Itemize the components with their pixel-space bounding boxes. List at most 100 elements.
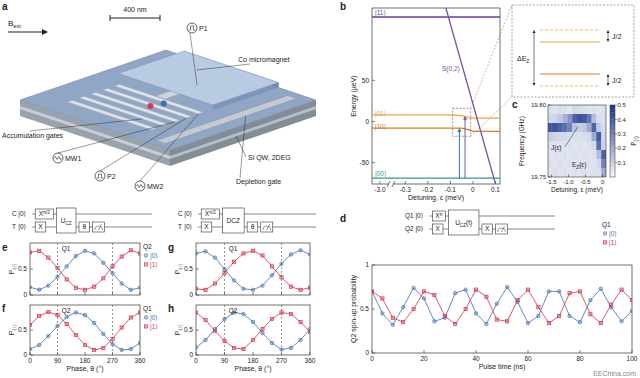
ket-label: |0⟩ [184, 210, 192, 218]
data-point [526, 288, 529, 291]
data-point [37, 288, 40, 291]
data-point [223, 339, 226, 342]
zoom-box [512, 5, 634, 97]
gate [79, 222, 90, 232]
heatmap-cell [601, 123, 606, 132]
quantum-dot [147, 103, 153, 109]
heatmap-cell [563, 159, 568, 168]
colorbar-segment [610, 148, 615, 152]
leader-line [140, 114, 198, 181]
ket-label: |0⟩ [415, 212, 423, 220]
heatmap-cell [553, 114, 558, 123]
axis-break [392, 181, 395, 187]
heatmap-cell [592, 168, 597, 177]
heatmap-cell [582, 123, 587, 132]
x-tick [528, 350, 529, 353]
y-axis-label: Q2 spin-up probability [350, 274, 358, 343]
y-tick [30, 269, 33, 270]
arrow-head [533, 30, 536, 33]
heatmap-cell [601, 114, 606, 123]
arrow-head [457, 128, 461, 132]
data-point [261, 327, 264, 330]
heatmap-cell [567, 105, 572, 114]
scale-bar-end [160, 15, 161, 21]
heatmap-cell [587, 132, 592, 141]
data-point [516, 299, 519, 302]
qubit-label: Q2 [405, 225, 414, 233]
heatmap-cell [558, 150, 563, 159]
data-point [372, 290, 374, 293]
data-point [474, 288, 477, 291]
colorbar-segment [610, 173, 615, 177]
x-tick [632, 350, 633, 353]
data-point [630, 309, 632, 312]
legend-title: Q1 [143, 305, 152, 313]
figure: abcdefghBext400 nmP1Co micromagnetAccumu… [0, 0, 640, 378]
two-qubit-gate [222, 208, 244, 233]
legend-marker [144, 316, 147, 319]
heatmap-cell [596, 141, 601, 150]
heatmap-cell [553, 132, 558, 141]
y-tick [196, 269, 199, 270]
plot-frame [30, 243, 140, 295]
legend-label: |1⟩ [609, 239, 617, 247]
level-label: |00⟩ [375, 170, 386, 178]
heatmap-cell [601, 168, 606, 177]
heatmap-cell [596, 123, 601, 132]
data-point [83, 288, 86, 291]
x-tick [580, 350, 581, 353]
data-point [56, 275, 59, 278]
qubit-label: T [178, 223, 182, 230]
y-axis-label: P(↑) [8, 324, 17, 335]
heatmap-cell [582, 168, 587, 177]
data-point [610, 303, 613, 306]
x-tick-label: 100 [627, 355, 638, 362]
level-label: |01⟩ [375, 110, 386, 118]
plot-area [196, 243, 310, 295]
text-part: (t) [466, 219, 472, 227]
data-point [83, 249, 86, 252]
data-point [251, 249, 254, 252]
heatmap-cell [587, 159, 592, 168]
x-tick-label: 0 [601, 179, 605, 185]
y-tick [372, 309, 375, 310]
plot-frame [372, 265, 632, 353]
subscript: CZ [66, 221, 72, 226]
text-part: (ε) [579, 161, 586, 169]
y-tick [548, 177, 551, 178]
heatmap-cell [572, 141, 577, 150]
data-point [630, 299, 632, 302]
legend-marker [603, 241, 606, 244]
x-tick [310, 352, 311, 355]
data-point [242, 252, 245, 255]
y-tick-label: 50 [362, 77, 370, 84]
colorbar-segment [610, 109, 615, 113]
data-point [558, 290, 561, 293]
data-point [213, 256, 216, 259]
data-point [242, 312, 245, 315]
series-line [372, 290, 632, 324]
data-point [30, 323, 32, 326]
heatmap-cell [553, 150, 558, 159]
data-point [251, 288, 254, 291]
subscript: ext [13, 23, 21, 29]
colorbar-segment [610, 152, 615, 156]
heatmap-cell [567, 123, 572, 132]
data-point [102, 261, 105, 264]
plot-frame [196, 243, 310, 295]
series-line [30, 250, 140, 289]
gate-label: UCZ(t) [455, 219, 472, 228]
x-tick-label: 0 [28, 357, 32, 364]
gate-label: θ [251, 223, 255, 230]
data-point [402, 321, 405, 324]
x-tick-label: 360 [135, 357, 146, 364]
data-point [204, 318, 207, 321]
data-point [270, 317, 273, 320]
colorbar-segment [610, 170, 615, 174]
x-tick-label: 0.1 [491, 186, 500, 193]
y-tick-label: -50 [360, 159, 370, 166]
y-tick [196, 295, 199, 296]
panel-letter: h [168, 303, 174, 314]
text-part: ΔE [517, 55, 527, 62]
series-line [30, 312, 140, 350]
